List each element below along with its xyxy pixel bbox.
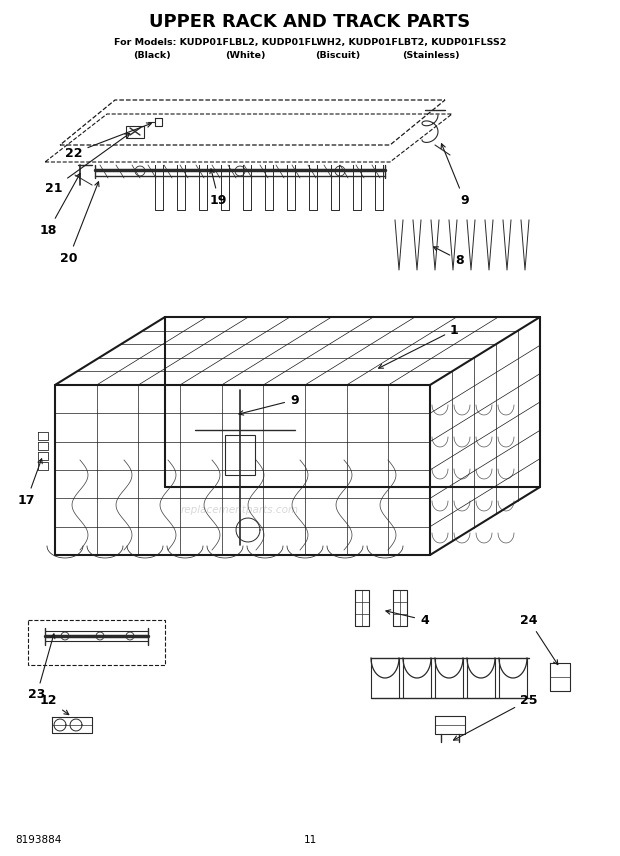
Text: UPPER RACK AND TRACK PARTS: UPPER RACK AND TRACK PARTS	[149, 13, 471, 31]
Bar	[225, 435, 255, 475]
Text: 22: 22	[65, 123, 151, 159]
Text: 23: 23	[28, 633, 55, 702]
Text: 21: 21	[45, 134, 130, 194]
Text: 18: 18	[40, 174, 80, 236]
Text: 24: 24	[520, 614, 558, 664]
Text: 9: 9	[239, 394, 299, 415]
Text: 25: 25	[454, 693, 538, 740]
Text: 8: 8	[433, 247, 464, 266]
Text: 9: 9	[441, 144, 469, 206]
Bar	[126, 126, 144, 138]
Text: 8193884: 8193884	[15, 835, 61, 845]
Text: 17: 17	[18, 459, 42, 507]
Text: replacementparts.com: replacementparts.com	[181, 505, 299, 515]
Text: 4: 4	[386, 609, 429, 627]
Text: 1: 1	[379, 324, 459, 368]
Text: 20: 20	[60, 181, 99, 265]
Text: For Models: KUDP01FLBL2, KUDP01FLWH2, KUDP01FLBT2, KUDP01FLSS2: For Models: KUDP01FLBL2, KUDP01FLWH2, KU…	[114, 38, 506, 46]
Text: (Biscuit): (Biscuit)	[316, 51, 360, 60]
Text: 11: 11	[303, 835, 317, 845]
Text: (Black): (Black)	[133, 51, 171, 60]
Text: 12: 12	[40, 693, 69, 715]
Text: (Stainless): (Stainless)	[402, 51, 459, 60]
Text: 19: 19	[210, 169, 228, 206]
Text: (White): (White)	[224, 51, 265, 60]
